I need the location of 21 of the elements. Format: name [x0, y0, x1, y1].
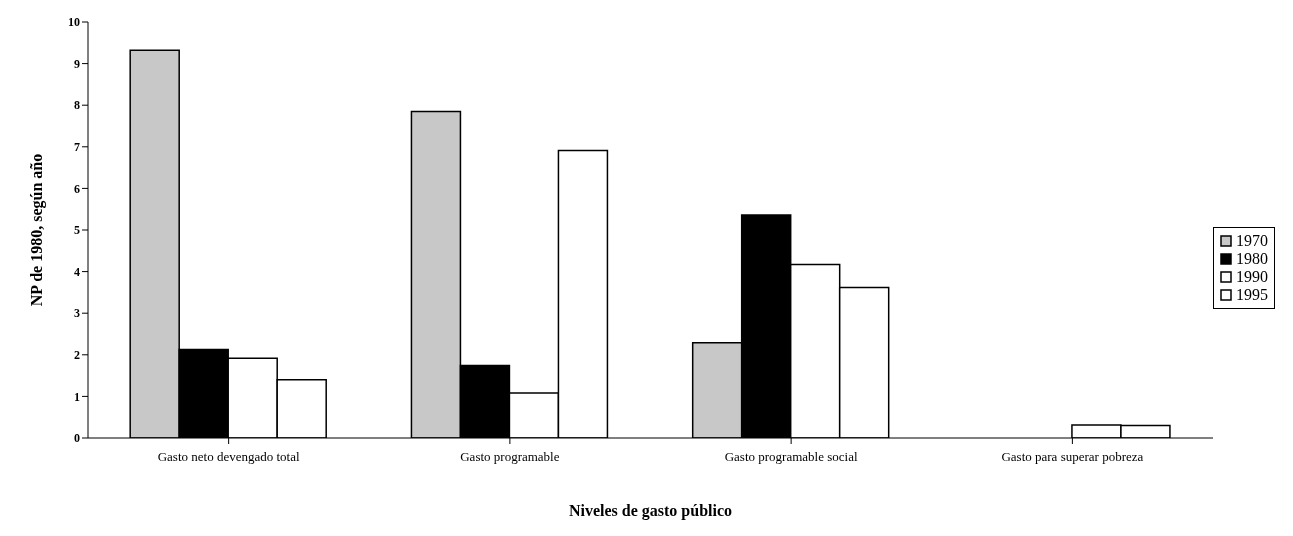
- y-tick-label: 9: [74, 56, 80, 71]
- x-axis-title: Niveles de gasto público: [568, 502, 733, 520]
- y-tick-label: 7: [74, 140, 80, 155]
- legend-label: 1990: [1236, 268, 1268, 286]
- y-axis-title: NP de 1980, según año: [27, 153, 46, 307]
- y-tick-label: 6: [74, 181, 80, 196]
- y-tick-label: 8: [74, 98, 80, 113]
- y-tick-label: 4: [74, 264, 80, 279]
- x-tick-label: Gasto para superar pobreza: [1001, 449, 1144, 465]
- legend-label: 1995: [1236, 286, 1268, 304]
- x-tick-label: Gasto programable: [460, 449, 560, 465]
- y-tick-label: 2: [74, 348, 80, 363]
- y-tick-label: 0: [74, 431, 80, 446]
- x-tick-label: Gasto programable social: [724, 449, 858, 465]
- legend-label: 1980: [1236, 250, 1268, 268]
- y-tick-label: 10: [68, 15, 80, 30]
- y-tick-label: 1: [74, 389, 80, 404]
- x-tick-label: Gasto neto devengado total: [157, 449, 300, 465]
- legend-label: 1970: [1236, 232, 1268, 250]
- y-tick-label: 3: [74, 306, 80, 321]
- y-tick-label: 5: [74, 223, 80, 238]
